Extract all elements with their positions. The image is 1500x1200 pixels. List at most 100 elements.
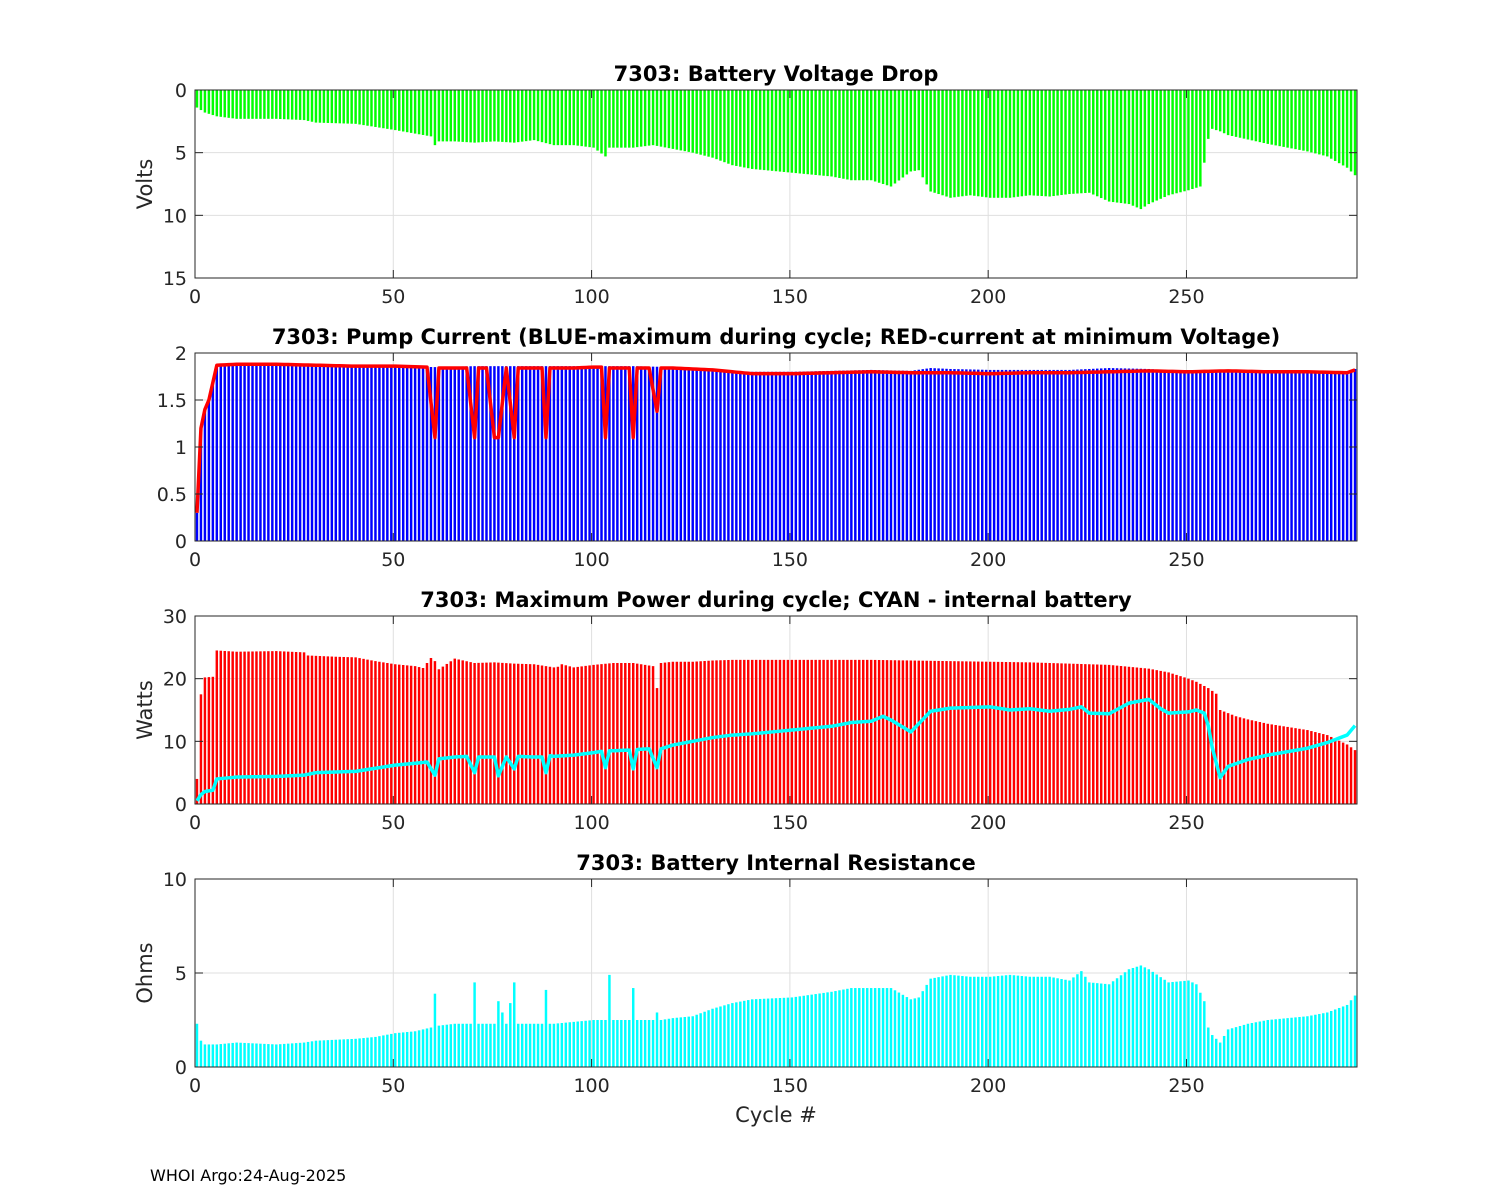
bar — [1084, 976, 1087, 1067]
bar — [390, 366, 393, 541]
bar — [786, 90, 790, 173]
bar — [485, 1023, 488, 1067]
bar — [342, 1039, 345, 1067]
bar — [1246, 90, 1250, 140]
bar — [1016, 369, 1020, 541]
bar — [1056, 90, 1059, 196]
bar — [445, 90, 449, 142]
bar — [616, 90, 619, 148]
bar — [1294, 90, 1297, 150]
bar — [655, 1012, 659, 1067]
bar — [330, 365, 334, 541]
bar — [790, 371, 794, 541]
bar — [628, 366, 631, 541]
bar — [1326, 1012, 1329, 1067]
bar — [1040, 662, 1043, 804]
bar — [247, 90, 250, 119]
bar — [1333, 371, 1337, 541]
bar — [592, 90, 595, 148]
y-tick-label: 0 — [175, 794, 187, 816]
bar — [219, 90, 223, 117]
series-bars — [195, 965, 1357, 1067]
bar — [743, 371, 746, 541]
bar — [770, 371, 774, 541]
bar — [580, 90, 583, 147]
x-tick-label: 100 — [573, 812, 609, 834]
bar — [576, 666, 579, 804]
bar — [651, 1020, 655, 1067]
bar — [1076, 663, 1079, 804]
bar — [1218, 370, 1222, 541]
bar — [413, 90, 417, 134]
bar — [465, 661, 468, 804]
bar — [489, 90, 492, 142]
bar — [429, 1027, 433, 1067]
bar — [207, 400, 211, 541]
bar — [802, 995, 805, 1067]
bar — [1008, 662, 1012, 804]
bar — [667, 90, 671, 149]
bar — [1048, 976, 1051, 1067]
bar — [921, 660, 924, 804]
bar — [477, 1023, 480, 1067]
bar — [1230, 1028, 1234, 1067]
bar — [1333, 90, 1337, 161]
bar — [754, 371, 758, 541]
bar — [556, 366, 560, 541]
bar — [239, 1042, 242, 1067]
bar — [374, 365, 377, 541]
bar — [869, 369, 873, 541]
bar — [814, 371, 817, 541]
bar — [354, 90, 357, 124]
bar — [790, 659, 794, 804]
bar — [1290, 1017, 1293, 1067]
bar — [425, 663, 429, 804]
bar — [1290, 371, 1293, 541]
bar — [366, 659, 369, 804]
bar — [675, 661, 679, 804]
bar — [1345, 1004, 1349, 1067]
x-tick-label: 0 — [189, 1075, 201, 1097]
bar — [366, 1037, 369, 1067]
bar — [862, 988, 865, 1067]
bar — [977, 369, 980, 541]
bar — [616, 1020, 619, 1067]
bar — [826, 992, 829, 1067]
bar — [556, 666, 560, 804]
bar — [806, 90, 809, 175]
bar — [973, 976, 976, 1067]
bar — [473, 982, 476, 1067]
bar — [675, 1017, 679, 1067]
bar — [513, 90, 516, 143]
bar — [727, 1004, 730, 1067]
bar — [913, 660, 917, 804]
bar — [255, 90, 258, 119]
bar — [509, 90, 512, 143]
bar — [215, 365, 219, 541]
bar — [865, 988, 869, 1067]
x-tick-label: 50 — [381, 1075, 405, 1097]
bar — [588, 1020, 591, 1067]
bar — [203, 409, 207, 541]
bar — [326, 365, 330, 541]
bar — [877, 988, 881, 1067]
bar — [687, 661, 690, 804]
bar — [390, 663, 393, 804]
series-1-bars — [195, 650, 1357, 804]
bar — [758, 90, 762, 170]
bar — [370, 1037, 373, 1067]
bar — [401, 366, 405, 541]
bar — [889, 90, 893, 187]
bar — [1167, 370, 1170, 541]
bar — [822, 90, 825, 176]
bar — [235, 651, 238, 804]
bar — [215, 1044, 219, 1067]
bar — [1282, 1018, 1285, 1067]
bar — [513, 663, 516, 804]
bar — [1147, 90, 1151, 205]
bar — [203, 90, 207, 113]
bar — [1262, 90, 1266, 144]
bar — [1044, 662, 1047, 804]
y-axis-label: Ohms — [133, 942, 157, 1003]
bar — [1329, 736, 1333, 804]
